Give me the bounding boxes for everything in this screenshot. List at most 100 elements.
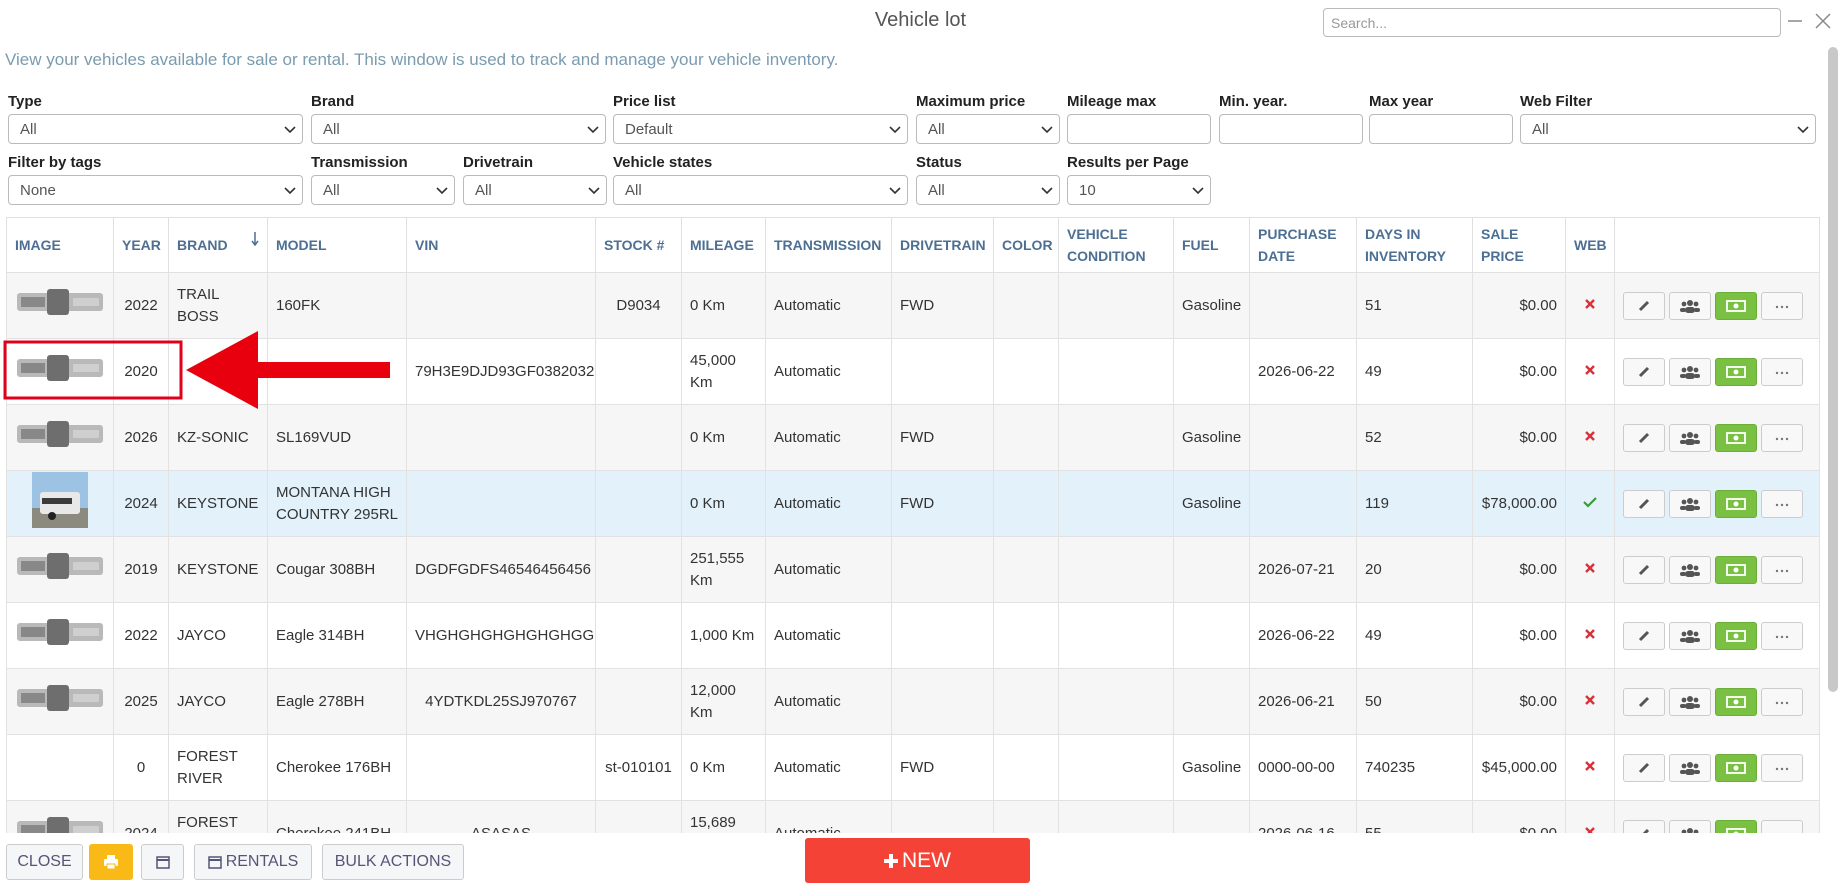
sell-button[interactable] — [1715, 819, 1757, 833]
cell-color — [993, 734, 1059, 801]
more-button[interactable] — [1761, 819, 1803, 833]
filter-select[interactable]: All — [613, 175, 908, 205]
more-button[interactable] — [1761, 621, 1803, 650]
new-button[interactable]: NEW — [805, 838, 1030, 883]
column-header[interactable]: YEAR — [113, 217, 169, 273]
more-button[interactable] — [1761, 357, 1803, 386]
column-header[interactable]: TRANSMISSION — [765, 217, 892, 273]
search-box[interactable]: Search... — [1323, 8, 1781, 37]
column-header[interactable]: DAYS IN INVENTORY — [1356, 217, 1473, 273]
column-header[interactable]: STOCK # — [595, 217, 682, 273]
column-header[interactable]: IMAGE — [6, 217, 114, 273]
vehicle-row[interactable]: 2024 FOREST RIVER Cherokee 241BH ASASAS 15,6… — [6, 800, 1820, 833]
more-button[interactable] — [1761, 489, 1803, 518]
column-header[interactable]: SALE PRICE — [1472, 217, 1566, 273]
column-header[interactable]: WEB — [1565, 217, 1615, 273]
column-header[interactable]: VIN — [406, 217, 596, 273]
vehicle-row[interactable]: 2026 KZ-SONIC SL169VUD 0 Km Automatic FWD Gaso… — [6, 404, 1820, 471]
vehicle-row[interactable]: 0 FOREST RIVER Cherokee 176BH st-010101 0 Km… — [6, 734, 1820, 801]
cell-text: st-010101 — [605, 758, 672, 776]
sell-button[interactable] — [1715, 555, 1757, 584]
clients-button[interactable] — [1669, 621, 1711, 650]
edit-button[interactable] — [1623, 621, 1665, 650]
edit-button[interactable] — [1623, 819, 1665, 833]
calendar-icon — [207, 856, 222, 869]
column-header[interactable]: VEHICLE CONDITION — [1058, 217, 1174, 273]
filter-value: All — [475, 182, 492, 199]
vehicle-row[interactable]: 2019 KEYSTONE Cougar 308BH DGDFGDFS46546456… — [6, 536, 1820, 603]
filter-select[interactable]: All — [463, 175, 607, 205]
sell-button[interactable] — [1715, 621, 1757, 650]
column-header[interactable]: BRAND — [168, 217, 268, 273]
cell-text: 0 Km — [690, 428, 726, 446]
clients-button[interactable] — [1669, 753, 1711, 782]
rentals-label: RENTALS — [225, 853, 299, 870]
clients-button[interactable] — [1669, 291, 1711, 320]
filter-value: Default — [625, 121, 673, 138]
sell-button[interactable] — [1715, 753, 1757, 782]
more-button[interactable] — [1761, 291, 1803, 320]
vehicle-row[interactable]: 2022 JAYCO Eagle 314BH VHGHGHGHGHGHGHGG 1,00… — [6, 602, 1820, 669]
filter-input[interactable] — [1369, 114, 1513, 144]
filter-select[interactable]: All — [1520, 114, 1816, 144]
more-button[interactable] — [1761, 423, 1803, 452]
edit-button[interactable] — [1623, 423, 1665, 452]
cell-color — [993, 470, 1059, 537]
clients-button[interactable] — [1669, 423, 1711, 452]
clients-button[interactable] — [1669, 489, 1711, 518]
cell-drivetrain — [891, 602, 994, 669]
more-button[interactable] — [1761, 555, 1803, 584]
more-button[interactable] — [1761, 687, 1803, 716]
column-header[interactable]: PURCHASE DATE — [1249, 217, 1357, 273]
clients-button[interactable] — [1669, 687, 1711, 716]
sell-button[interactable] — [1715, 423, 1757, 452]
edit-button[interactable] — [1623, 489, 1665, 518]
vehicle-row[interactable]: 2024 KEYSTONE MONTANA HIGH COUNTRY 295RL 0 … — [6, 470, 1820, 537]
filter-select[interactable]: All — [8, 114, 303, 144]
filter-input[interactable] — [1067, 114, 1211, 144]
print-button[interactable] — [89, 844, 133, 880]
filter-select[interactable]: 10 — [1067, 175, 1211, 205]
clients-button[interactable] — [1669, 357, 1711, 386]
close-button[interactable]: CLOSE — [6, 844, 83, 880]
filter-label: Mileage max — [1067, 93, 1157, 110]
clients-button[interactable] — [1669, 555, 1711, 584]
edit-button[interactable] — [1623, 753, 1665, 782]
column-header[interactable]: FUEL — [1173, 217, 1250, 273]
filter-select[interactable]: All — [916, 114, 1060, 144]
column-header[interactable]: MILEAGE — [681, 217, 766, 273]
edit-button[interactable] — [1623, 357, 1665, 386]
edit-button[interactable] — [1623, 291, 1665, 320]
more-icon — [1775, 701, 1789, 704]
sell-button[interactable] — [1715, 489, 1757, 518]
sell-button[interactable] — [1715, 687, 1757, 716]
calendar-button[interactable] — [141, 844, 184, 880]
column-header[interactable]: MODEL — [267, 217, 407, 273]
cell-fuel — [1173, 800, 1250, 833]
filter-select[interactable]: Default — [613, 114, 908, 144]
filter-select[interactable]: All — [311, 175, 455, 205]
vehicle-row[interactable]: 2025 JAYCO Eagle 278BH 4YDTKDL25SJ970767 12,… — [6, 668, 1820, 735]
cell-vin: ASASAS — [406, 800, 596, 833]
clients-button[interactable] — [1669, 819, 1711, 833]
column-header[interactable]: DRIVETRAIN — [891, 217, 994, 273]
row-actions — [1614, 404, 1820, 471]
filter-select[interactable]: None — [8, 175, 303, 205]
filter-input[interactable] — [1219, 114, 1363, 144]
sell-button[interactable] — [1715, 357, 1757, 386]
more-button[interactable] — [1761, 753, 1803, 782]
edit-button[interactable] — [1623, 555, 1665, 584]
filter-select[interactable]: All — [916, 175, 1060, 205]
cell-image — [6, 338, 114, 405]
sell-button[interactable] — [1715, 291, 1757, 320]
column-header[interactable]: COLOR — [993, 217, 1059, 273]
rentals-button[interactable]: RENTALS — [194, 844, 312, 880]
vehicle-row[interactable]: 2022 TRAIL BOSS 160FK D9034 0 Km Automatic FWD… — [6, 272, 1820, 339]
bulk-actions-button[interactable]: BULK ACTIONS — [322, 844, 464, 880]
edit-button[interactable] — [1623, 687, 1665, 716]
cell-brand: JAYCO — [168, 602, 268, 669]
filter-select[interactable]: All — [311, 114, 606, 144]
thumbnail-placeholder — [17, 619, 103, 645]
scrollbar[interactable] — [1828, 47, 1838, 692]
